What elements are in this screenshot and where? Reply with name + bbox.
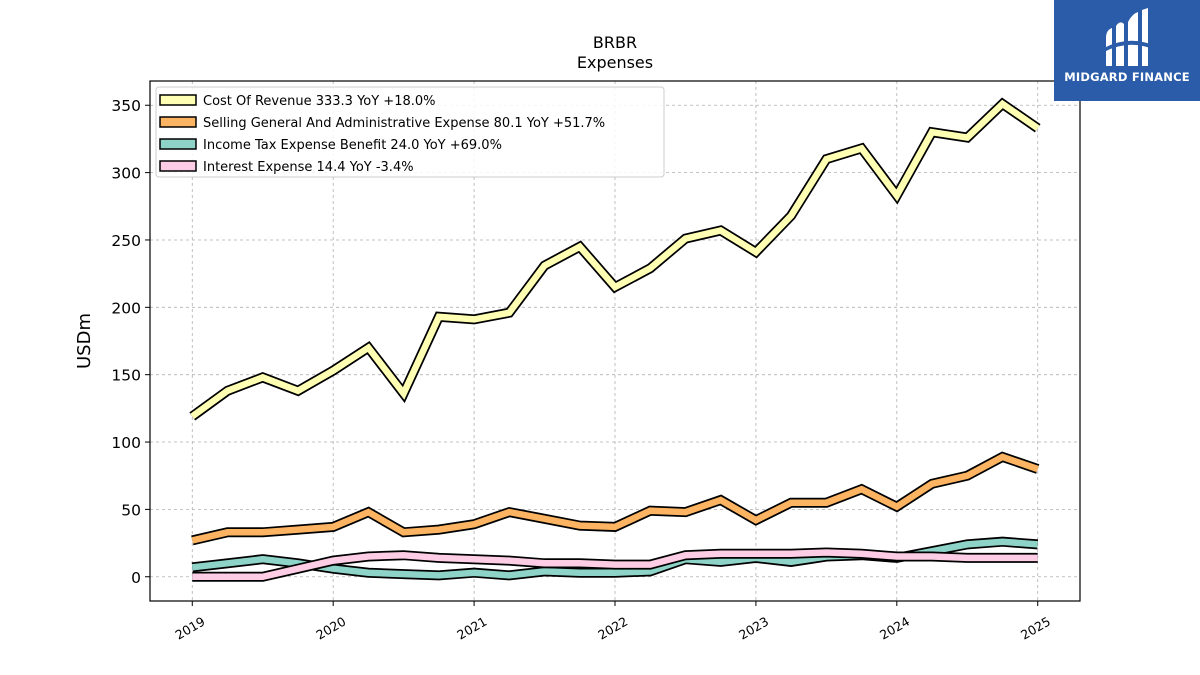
legend-swatch bbox=[159, 116, 197, 128]
legend-swatch bbox=[159, 160, 197, 172]
legend: Cost Of Revenue 333.3 YoY +18.0% Selling … bbox=[155, 86, 665, 178]
y-axis-label: USDm bbox=[74, 313, 95, 369]
y-tick-label: 200 bbox=[111, 299, 141, 317]
x-tick-label: 2022 bbox=[595, 614, 630, 643]
series-line bbox=[192, 549, 1038, 581]
x-tick-label: 2025 bbox=[1018, 614, 1053, 643]
series-line bbox=[191, 453, 1039, 544]
logo-mark-icon bbox=[1104, 8, 1150, 66]
legend-swatch bbox=[159, 138, 197, 150]
series-cost-of-revenue bbox=[189, 97, 1041, 421]
y-tick-label: 250 bbox=[111, 232, 141, 250]
series-interest-expense bbox=[192, 547, 1038, 582]
legend-box bbox=[155, 86, 665, 178]
legend-entry: Income Tax Expense Benefit 24.0 YoY +69.… bbox=[203, 138, 502, 153]
y-tick-label: 0 bbox=[131, 569, 141, 587]
y-tick-label: 100 bbox=[111, 434, 141, 452]
x-tick-label: 2024 bbox=[877, 614, 912, 643]
x-tick-label: 2023 bbox=[736, 614, 771, 643]
y-axis-ticks: 0 50 100 150 200 250 300 350 bbox=[111, 97, 150, 587]
legend-entry: Cost Of Revenue 333.3 YoY +18.0% bbox=[203, 94, 436, 109]
midgard-finance-logo: MIDGARD FINANCE bbox=[1054, 0, 1200, 101]
x-tick-label: 2021 bbox=[454, 614, 489, 643]
series-selling-general-and-administrative-expense bbox=[191, 451, 1040, 546]
x-tick-label: 2019 bbox=[172, 614, 207, 643]
series-line bbox=[190, 99, 1040, 420]
y-tick-label: 350 bbox=[111, 97, 141, 115]
x-axis-ticks: 2019 2020 2021 2022 2023 2024 2025 bbox=[172, 601, 1053, 643]
x-tick-label: 2020 bbox=[313, 614, 348, 643]
chart-title: BRBR bbox=[593, 33, 637, 52]
y-tick-label: 50 bbox=[121, 501, 141, 519]
legend-entry: Selling General And Administrative Expen… bbox=[203, 116, 605, 131]
legend-entry: Interest Expense 14.4 YoY -3.4% bbox=[203, 160, 414, 175]
y-tick-label: 150 bbox=[111, 367, 141, 385]
y-tick-label: 300 bbox=[111, 165, 141, 183]
chart-subtitle: Expenses bbox=[577, 53, 653, 72]
logo-text: MIDGARD FINANCE bbox=[1064, 70, 1190, 84]
series-lines bbox=[189, 97, 1041, 582]
legend-swatch bbox=[159, 94, 197, 106]
